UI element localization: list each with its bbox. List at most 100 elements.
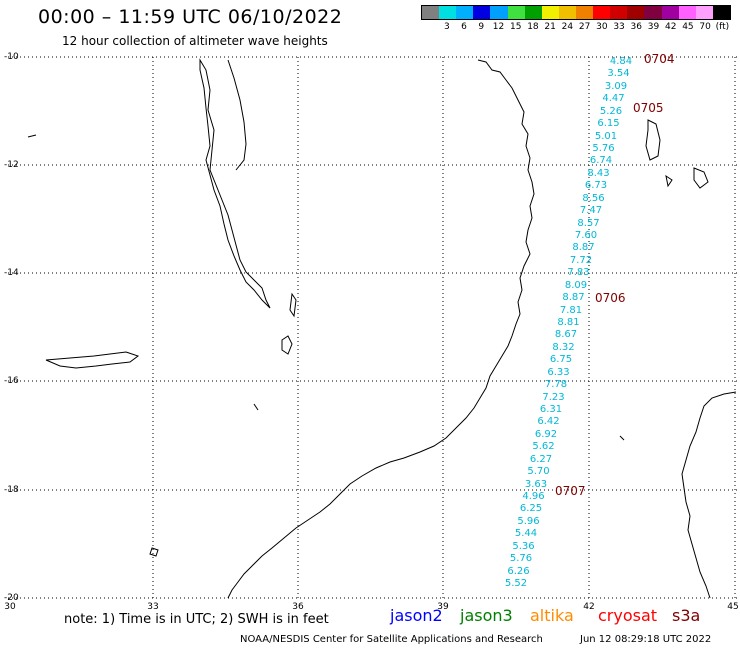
wave-height-value: 8.56 (582, 192, 605, 204)
color-swatch (507, 6, 525, 19)
wave-height-value: 6.92 (534, 428, 558, 440)
lon-label: 39 (437, 602, 449, 612)
wave-height-value: 3.63 (524, 478, 548, 490)
lat-label: -10 (4, 52, 19, 62)
wave-height-value: 8.87 (562, 292, 585, 304)
wave-height-value: 7.60 (574, 230, 598, 241)
color-swatch (678, 6, 696, 19)
color-swatch (610, 6, 628, 19)
color-scale-label: 36 (630, 22, 642, 32)
lake-malawi-east-shore (227, 59, 247, 171)
wave-height-value: 4.84 (609, 56, 633, 67)
color-swatch (593, 6, 611, 19)
comoros-mayotte (693, 167, 709, 189)
lon-label: 36 (292, 602, 304, 612)
lon-label: 30 (4, 602, 16, 612)
wave-height-value: 5.52 (504, 578, 528, 589)
comoros-small (665, 174, 673, 188)
mozambique-coast (227, 59, 535, 599)
wave-height-value: 6.26 (507, 565, 530, 577)
footer-credit: NOAA/NESDIS Center for Satellite Applica… (240, 634, 543, 645)
legend-jason2: jason2 (390, 606, 443, 625)
pass-label: 0706 (595, 291, 626, 305)
wave-height-value: 8.43 (587, 167, 610, 179)
pass-label: 0704 (644, 52, 675, 66)
wave-height-value: 3.09 (604, 80, 628, 92)
wave-height-value: 6.42 (537, 416, 560, 428)
color-swatch (712, 6, 730, 19)
coastline (27, 58, 737, 599)
island-southwest (149, 547, 159, 557)
wave-height-value: 6.25 (519, 503, 543, 515)
lake-chilwa (281, 335, 293, 355)
color-swatch (627, 6, 645, 19)
wave-height-value: 7.83 (567, 267, 590, 279)
color-scale-label: 45 (682, 22, 694, 32)
comoros-grande (645, 119, 661, 161)
lat-label: -16 (4, 376, 19, 386)
wave-height-value: 5.62 (532, 441, 555, 453)
lon-label: 33 (147, 602, 159, 612)
legend-cryosat: cryosat (598, 606, 658, 625)
wave-height-value: 7.72 (569, 254, 593, 266)
graticule (8, 56, 737, 599)
wave-height-value: 8.87 (572, 242, 595, 254)
lake-cahora-bassa (45, 351, 140, 369)
wave-height-value: 6.73 (584, 180, 608, 192)
wave-height-value: 5.44 (514, 528, 538, 540)
wave-height-value: 7.81 (559, 304, 583, 316)
color-scale-label: 33 (613, 22, 625, 32)
lat-label: -20 (4, 593, 19, 603)
wave-height-value: 6.75 (549, 354, 573, 366)
color-scale-label: 18 (527, 22, 539, 32)
wave-height-value: 5.76 (509, 553, 533, 565)
wave-height-value: 4.47 (602, 93, 625, 105)
wave-height-value: 6.74 (589, 155, 613, 167)
wave-height-value: 5.01 (594, 130, 618, 142)
color-scale-label: 30 (596, 22, 608, 32)
color-swatch (541, 6, 559, 19)
legend-s3a: s3a (672, 606, 701, 625)
island-west (27, 134, 37, 138)
generated-timestamp: Jun 12 08:29:18 UTC 2022 (580, 634, 712, 645)
color-scale-label: 70 (699, 22, 711, 32)
color-swatch (695, 6, 713, 19)
color-swatch (575, 6, 594, 19)
wave-height-value: 6.15 (597, 118, 620, 130)
color-scale-label: 12 (492, 22, 505, 32)
color-swatch (524, 6, 542, 19)
color-scale-label: 3 (443, 22, 450, 32)
wave-height-value: 5.26 (599, 105, 623, 117)
color-scale-label: 42 (664, 22, 677, 32)
color-scale-label: 6 (461, 22, 467, 32)
wave-height-value: 6.31 (539, 404, 563, 415)
color-scale-label: 24 (561, 22, 574, 32)
wave-height-value: 8.81 (557, 317, 580, 328)
wave-height-value: 7.47 (579, 205, 603, 217)
lon-label: 45 (727, 602, 739, 612)
units-note: note: 1) Time is in UTC; 2) SWH is in fe… (64, 612, 329, 627)
wave-height-value: 5.76 (592, 143, 615, 154)
wave-height-value: 5.36 (512, 540, 535, 552)
color-swatch (490, 6, 508, 19)
color-swatch (644, 6, 662, 19)
lat-label: -14 (4, 268, 19, 278)
color-swatch (473, 6, 491, 19)
wave-height-value: 7.23 (542, 391, 565, 403)
lake-malawi (199, 58, 271, 309)
wave-height-value: 3.54 (607, 68, 630, 80)
pass-label: 0707 (555, 484, 586, 498)
color-scale-label: 39 (647, 22, 660, 32)
pass-label: 0705 (633, 101, 664, 115)
color-swatch (456, 6, 474, 19)
lon-label: 42 (583, 602, 595, 612)
wave-height-value: 6.33 (547, 366, 570, 378)
color-swatch (661, 6, 679, 19)
wave-height-value: 6.27 (529, 453, 553, 465)
legend-jason3: jason3 (460, 606, 513, 625)
color-scale-label: 9 (478, 22, 485, 32)
island-channel (619, 435, 625, 441)
small-lake (289, 292, 297, 318)
wave-height-value: 8.57 (577, 217, 600, 229)
